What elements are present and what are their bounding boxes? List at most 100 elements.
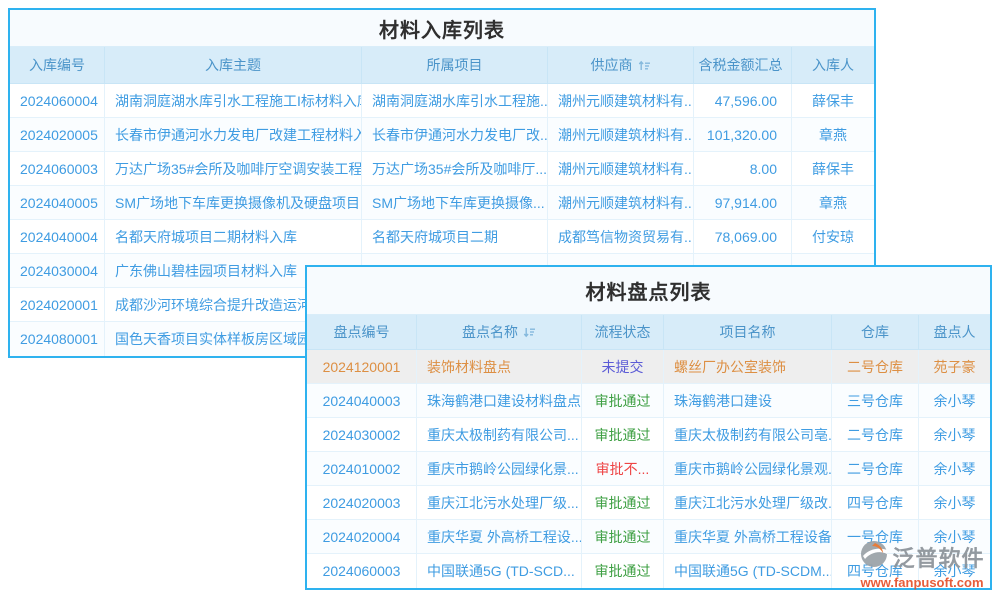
inventory-name[interactable]: 重庆江北污水处理厂级... (417, 486, 582, 520)
inbound-project: 长春市伊通河水力发电厂改... (362, 118, 548, 152)
inventory-warehouse: 二号仓库 (832, 452, 919, 486)
inbound-id[interactable]: 2024080001 (10, 322, 105, 356)
inventory-warehouse: 三号仓库 (832, 384, 919, 418)
inbound-project: 湖南洞庭湖水库引水工程施... (362, 84, 548, 118)
inventory-id[interactable]: 2024120001 (307, 350, 417, 384)
inbound-col-subject[interactable]: 入库主题 (105, 47, 362, 84)
material-inventory-panel: 材料盘点列表 盘点编号 盘点名称 流程状态 项目名称 仓库 盘点人 202412… (305, 265, 992, 590)
inbound-id[interactable]: 2024040005 (10, 186, 105, 220)
inventory-name[interactable]: 中国联通5G (TD-SCD... (417, 554, 582, 588)
inbound-project: SM广场地下车库更换摄像... (362, 186, 548, 220)
inbound-amount: 97,914.00 (694, 186, 792, 220)
inbound-amount: 101,320.00 (694, 118, 792, 152)
inbound-col-supplier[interactable]: 供应商 (548, 47, 694, 84)
inventory-id[interactable]: 2024060003 (307, 554, 417, 588)
sort-ascending-icon[interactable] (638, 59, 651, 72)
inventory-col-name[interactable]: 盘点名称 (417, 315, 582, 350)
inbound-id[interactable]: 2024020005 (10, 118, 105, 152)
inventory-warehouse: 四号仓库 (832, 554, 919, 588)
inbound-id[interactable]: 2024060004 (10, 84, 105, 118)
sort-descending-icon[interactable] (523, 326, 536, 339)
material-inbound-panel: 材料入库列表 入库编号 入库主题 所属项目 供应商 含税金额汇总 入库人 202… (8, 8, 876, 358)
inventory-person: 余小琴 (919, 452, 990, 486)
inventory-name[interactable]: 装饰材料盘点 (417, 350, 582, 384)
inbound-id[interactable]: 2024040004 (10, 220, 105, 254)
inventory-project: 重庆太极制药有限公司亳... (664, 418, 832, 452)
inventory-id[interactable]: 2024020004 (307, 520, 417, 554)
table-row[interactable]: 2024040005 SM广场地下车库更换摄像机及硬盘项目... SM广场地下车… (10, 186, 874, 220)
inbound-col-id[interactable]: 入库编号 (10, 47, 105, 84)
status-badge: 未提交 (582, 350, 664, 384)
table-row[interactable]: 2024060004 湖南洞庭湖水库引水工程施工I标材料入库 湖南洞庭湖水库引水… (10, 84, 874, 118)
inventory-col-status[interactable]: 流程状态 (582, 315, 664, 350)
inventory-person: 余小琴 (919, 384, 990, 418)
inventory-person: 余小琴 (933, 563, 976, 579)
watermark: 泛普软件 www.fanpusoft.com (852, 539, 992, 590)
inventory-person: 余小琴 (919, 520, 990, 554)
inventory-col-project[interactable]: 项目名称 (664, 315, 832, 350)
table-row[interactable]: 2024020003 重庆江北污水处理厂级... 审批通过 重庆江北污水处理厂级… (307, 486, 990, 520)
inbound-subject[interactable]: 湖南洞庭湖水库引水工程施工I标材料入库 (105, 84, 362, 118)
inbound-id[interactable]: 2024060003 (10, 152, 105, 186)
status-badge: 审批通过 (582, 520, 664, 554)
inbound-project: 万达广场35#会所及咖啡厅... (362, 152, 548, 186)
inventory-warehouse: 二号仓库 (832, 350, 919, 384)
inbound-project: 名都天府城项目二期 (362, 220, 548, 254)
inbound-amount: 47,596.00 (694, 84, 792, 118)
inventory-titlebar: 材料盘点列表 (307, 267, 990, 315)
inventory-title: 材料盘点列表 (585, 282, 712, 304)
watermark-brand: 泛普软件 (892, 545, 985, 571)
inventory-name[interactable]: 重庆太极制药有限公司... (417, 418, 582, 452)
inventory-person: 苑子豪 (919, 350, 990, 384)
inbound-supplier: 潮州元顺建筑材料有... (548, 186, 694, 220)
inbound-title: 材料入库列表 (379, 19, 505, 42)
table-row[interactable]: 2024060003 万达广场35#会所及咖啡厅空调安装工程... 万达广场35… (10, 152, 874, 186)
inbound-person: 章燕 (792, 186, 874, 220)
inbound-subject[interactable]: SM广场地下车库更换摄像机及硬盘项目... (105, 186, 362, 220)
inventory-id[interactable]: 2024040003 (307, 384, 417, 418)
inventory-id[interactable]: 2024020003 (307, 486, 417, 520)
inventory-person: 余小琴 (919, 486, 990, 520)
inbound-id[interactable]: 2024020001 (10, 288, 105, 322)
table-row[interactable]: 2024040004 名都天府城项目二期材料入库 名都天府城项目二期 成都笃信物… (10, 220, 874, 254)
status-badge: 审批通过 (582, 486, 664, 520)
inbound-amount: 78,069.00 (694, 220, 792, 254)
inbound-supplier: 潮州元顺建筑材料有... (548, 84, 694, 118)
inventory-name[interactable]: 重庆市鹅岭公园绿化景... (417, 452, 582, 486)
table-row[interactable]: 2024020005 长春市伊通河水力发电厂改建工程材料入库 长春市伊通河水力发… (10, 118, 874, 152)
inbound-supplier: 潮州元顺建筑材料有... (548, 118, 694, 152)
inbound-titlebar: 材料入库列表 (10, 10, 874, 47)
table-row[interactable]: 2024040003 珠海鹤港口建设材料盘点 审批通过 珠海鹤港口建设 三号仓库… (307, 384, 990, 418)
inventory-project: 重庆华夏 外高桥工程设备 (664, 520, 832, 554)
inventory-warehouse: 二号仓库 (832, 418, 919, 452)
status-badge: 审批通过 (582, 418, 664, 452)
status-badge: 审批不... (582, 452, 664, 486)
inventory-col-id[interactable]: 盘点编号 (307, 315, 417, 350)
inventory-person: 余小琴 (919, 418, 990, 452)
inventory-warehouse: 四号仓库 (832, 486, 919, 520)
inbound-col-project[interactable]: 所属项目 (362, 47, 548, 84)
inventory-id[interactable]: 2024010002 (307, 452, 417, 486)
inbound-supplier: 成都笃信物资贸易有... (548, 220, 694, 254)
inbound-col-person[interactable]: 入库人 (792, 47, 874, 84)
status-badge: 审批通过 (582, 384, 664, 418)
inventory-project: 重庆江北污水处理厂级改... (664, 486, 832, 520)
inbound-subject[interactable]: 名都天府城项目二期材料入库 (105, 220, 362, 254)
inventory-project: 珠海鹤港口建设 (664, 384, 832, 418)
inbound-id[interactable]: 2024030004 (10, 254, 105, 288)
inbound-subject[interactable]: 万达广场35#会所及咖啡厅空调安装工程... (105, 152, 362, 186)
inbound-subject[interactable]: 长春市伊通河水力发电厂改建工程材料入库 (105, 118, 362, 152)
table-row[interactable]: 2024030002 重庆太极制药有限公司... 审批通过 重庆太极制药有限公司… (307, 418, 990, 452)
inventory-name[interactable]: 重庆华夏 外高桥工程设... (417, 520, 582, 554)
inventory-col-warehouse[interactable]: 仓库 (832, 315, 919, 350)
table-row-selected[interactable]: 2024120001 装饰材料盘点 未提交 螺丝厂办公室装饰 二号仓库 苑子豪 (307, 350, 990, 384)
table-row[interactable]: 2024010002 重庆市鹅岭公园绿化景... 审批不... 重庆市鹅岭公园绿… (307, 452, 990, 486)
inbound-person: 薛保丰 (792, 84, 874, 118)
inbound-col-amount[interactable]: 含税金额汇总 (694, 47, 792, 84)
inventory-col-person[interactable]: 盘点人 (919, 315, 990, 350)
status-badge: 审批通过 (582, 554, 664, 588)
inventory-header-row: 盘点编号 盘点名称 流程状态 项目名称 仓库 盘点人 (307, 315, 990, 350)
inventory-id[interactable]: 2024030002 (307, 418, 417, 452)
inventory-name[interactable]: 珠海鹤港口建设材料盘点 (417, 384, 582, 418)
